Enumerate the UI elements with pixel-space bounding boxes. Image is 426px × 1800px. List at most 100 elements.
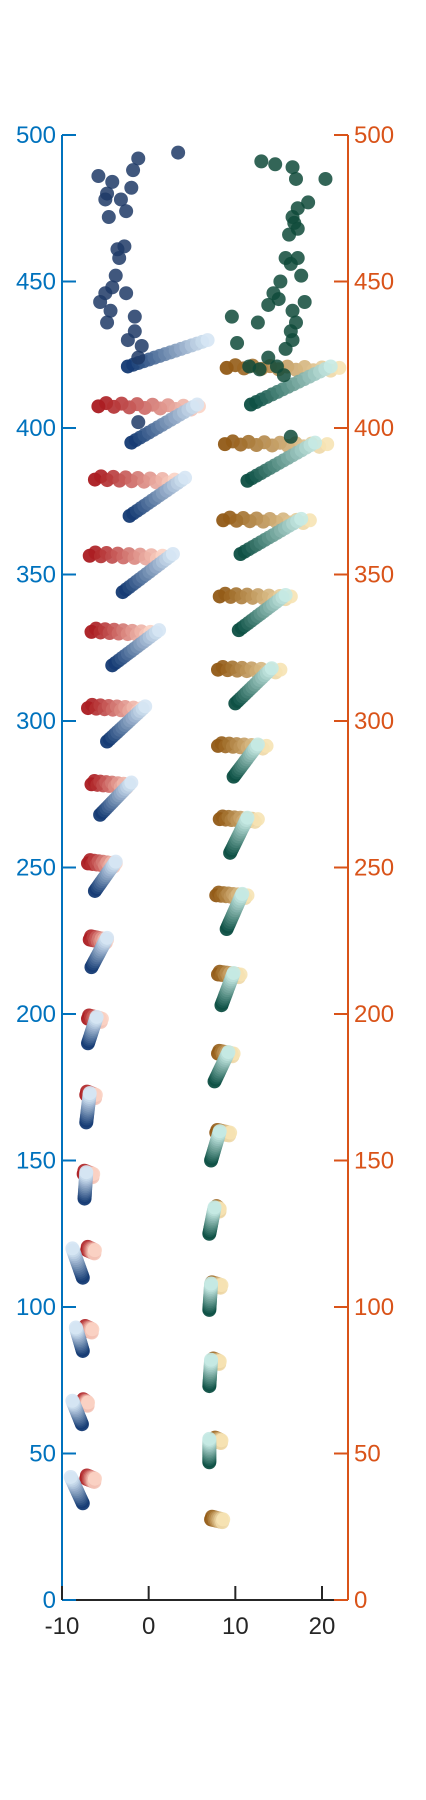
data-point: [85, 1322, 100, 1337]
data-point: [108, 854, 123, 869]
data-point: [87, 1243, 102, 1258]
right-y-tick-label: 150: [354, 1148, 394, 1175]
data-point: [165, 546, 180, 561]
data-point: [124, 775, 139, 790]
right-y-tick-label: 500: [354, 122, 394, 149]
left-y-tick-label: 450: [16, 269, 56, 296]
data-point: [200, 333, 215, 348]
data-point: [235, 886, 250, 901]
data-point: [204, 1352, 219, 1367]
right-y-tick-label: 250: [354, 855, 394, 882]
left-y-tick-label: 300: [16, 708, 56, 735]
left-y-tick-label: 50: [29, 1441, 56, 1468]
data-point: [131, 350, 146, 365]
right-y-tick-label: 300: [354, 708, 394, 735]
data-point: [212, 1124, 227, 1139]
data-point: [250, 737, 265, 752]
data-point: [134, 338, 149, 353]
data-point: [278, 588, 293, 603]
data-point: [285, 303, 300, 318]
data-point: [131, 415, 146, 430]
left-y-tick-label: 350: [16, 562, 56, 589]
data-point: [65, 1393, 80, 1408]
data-point: [108, 268, 123, 283]
data-point: [290, 221, 305, 236]
data-point: [301, 195, 316, 210]
data-point: [127, 324, 142, 339]
data-point: [294, 268, 309, 283]
data-point: [271, 292, 286, 307]
data-point: [110, 242, 125, 257]
data-point: [221, 1045, 236, 1060]
data-point: [82, 1086, 97, 1101]
data-point: [98, 192, 113, 207]
data-point: [289, 171, 303, 186]
data-point: [138, 699, 153, 714]
left-y-tick-label: 100: [16, 1294, 56, 1321]
right-y-tick-label: 400: [354, 415, 394, 442]
data-point: [297, 295, 312, 310]
data-point: [68, 1320, 83, 1335]
left-y-tick-label: 400: [16, 415, 56, 442]
data-point: [294, 511, 309, 526]
right-y-tick-label: 200: [354, 1001, 394, 1028]
data-point: [119, 286, 134, 301]
x-tick-label: 10: [222, 1613, 249, 1640]
data-point: [152, 623, 167, 638]
x-tick-label: -10: [45, 1613, 80, 1640]
data-point: [240, 810, 255, 825]
left-y-tick-label: 150: [16, 1148, 56, 1175]
data-point: [283, 429, 298, 444]
data-point: [285, 160, 300, 175]
data-point: [276, 368, 291, 383]
data-point: [103, 303, 118, 318]
data-point: [230, 336, 245, 351]
data-point: [100, 930, 115, 945]
data-point: [81, 1395, 95, 1410]
data-point: [318, 171, 333, 186]
data-point: [268, 157, 283, 172]
data-point: [131, 151, 146, 166]
data-point: [224, 309, 239, 324]
data-point: [63, 1469, 78, 1484]
data-point: [126, 163, 141, 178]
data-point: [226, 965, 241, 980]
data-point: [308, 435, 323, 450]
data-point: [261, 350, 276, 365]
data-point: [124, 180, 139, 195]
right-y-tick-label: 0: [354, 1587, 367, 1614]
left-y-tick-label: 0: [43, 1587, 56, 1614]
data-point: [223, 1125, 238, 1140]
data-point: [190, 397, 205, 412]
data-point: [171, 145, 186, 160]
data-point: [214, 1433, 229, 1448]
data-point: [100, 315, 115, 330]
left-y-tick-label: 500: [16, 122, 56, 149]
data-point: [214, 1278, 229, 1293]
data-point: [273, 274, 288, 289]
data-point: [290, 251, 305, 266]
data-point: [178, 470, 193, 485]
data-point: [320, 437, 335, 452]
right-y-tick-label: 50: [354, 1441, 381, 1468]
left-y-tick-label: 250: [16, 855, 56, 882]
left-y-tick-label: 200: [16, 1001, 56, 1028]
data-point: [202, 1431, 217, 1446]
right-y-tick-label: 100: [354, 1294, 394, 1321]
data-point: [250, 812, 265, 827]
data-point: [79, 1165, 94, 1180]
data-point: [93, 295, 108, 310]
data-point: [89, 1009, 104, 1024]
data-point: [254, 154, 269, 169]
data-point: [101, 210, 116, 225]
data-point: [105, 280, 120, 295]
data-point: [113, 192, 128, 207]
data-point: [105, 174, 120, 189]
data-point: [87, 1471, 102, 1486]
data-point: [264, 661, 279, 676]
data-points-layer: [63, 145, 347, 1530]
data-point: [323, 359, 338, 374]
data-point: [207, 1200, 222, 1215]
